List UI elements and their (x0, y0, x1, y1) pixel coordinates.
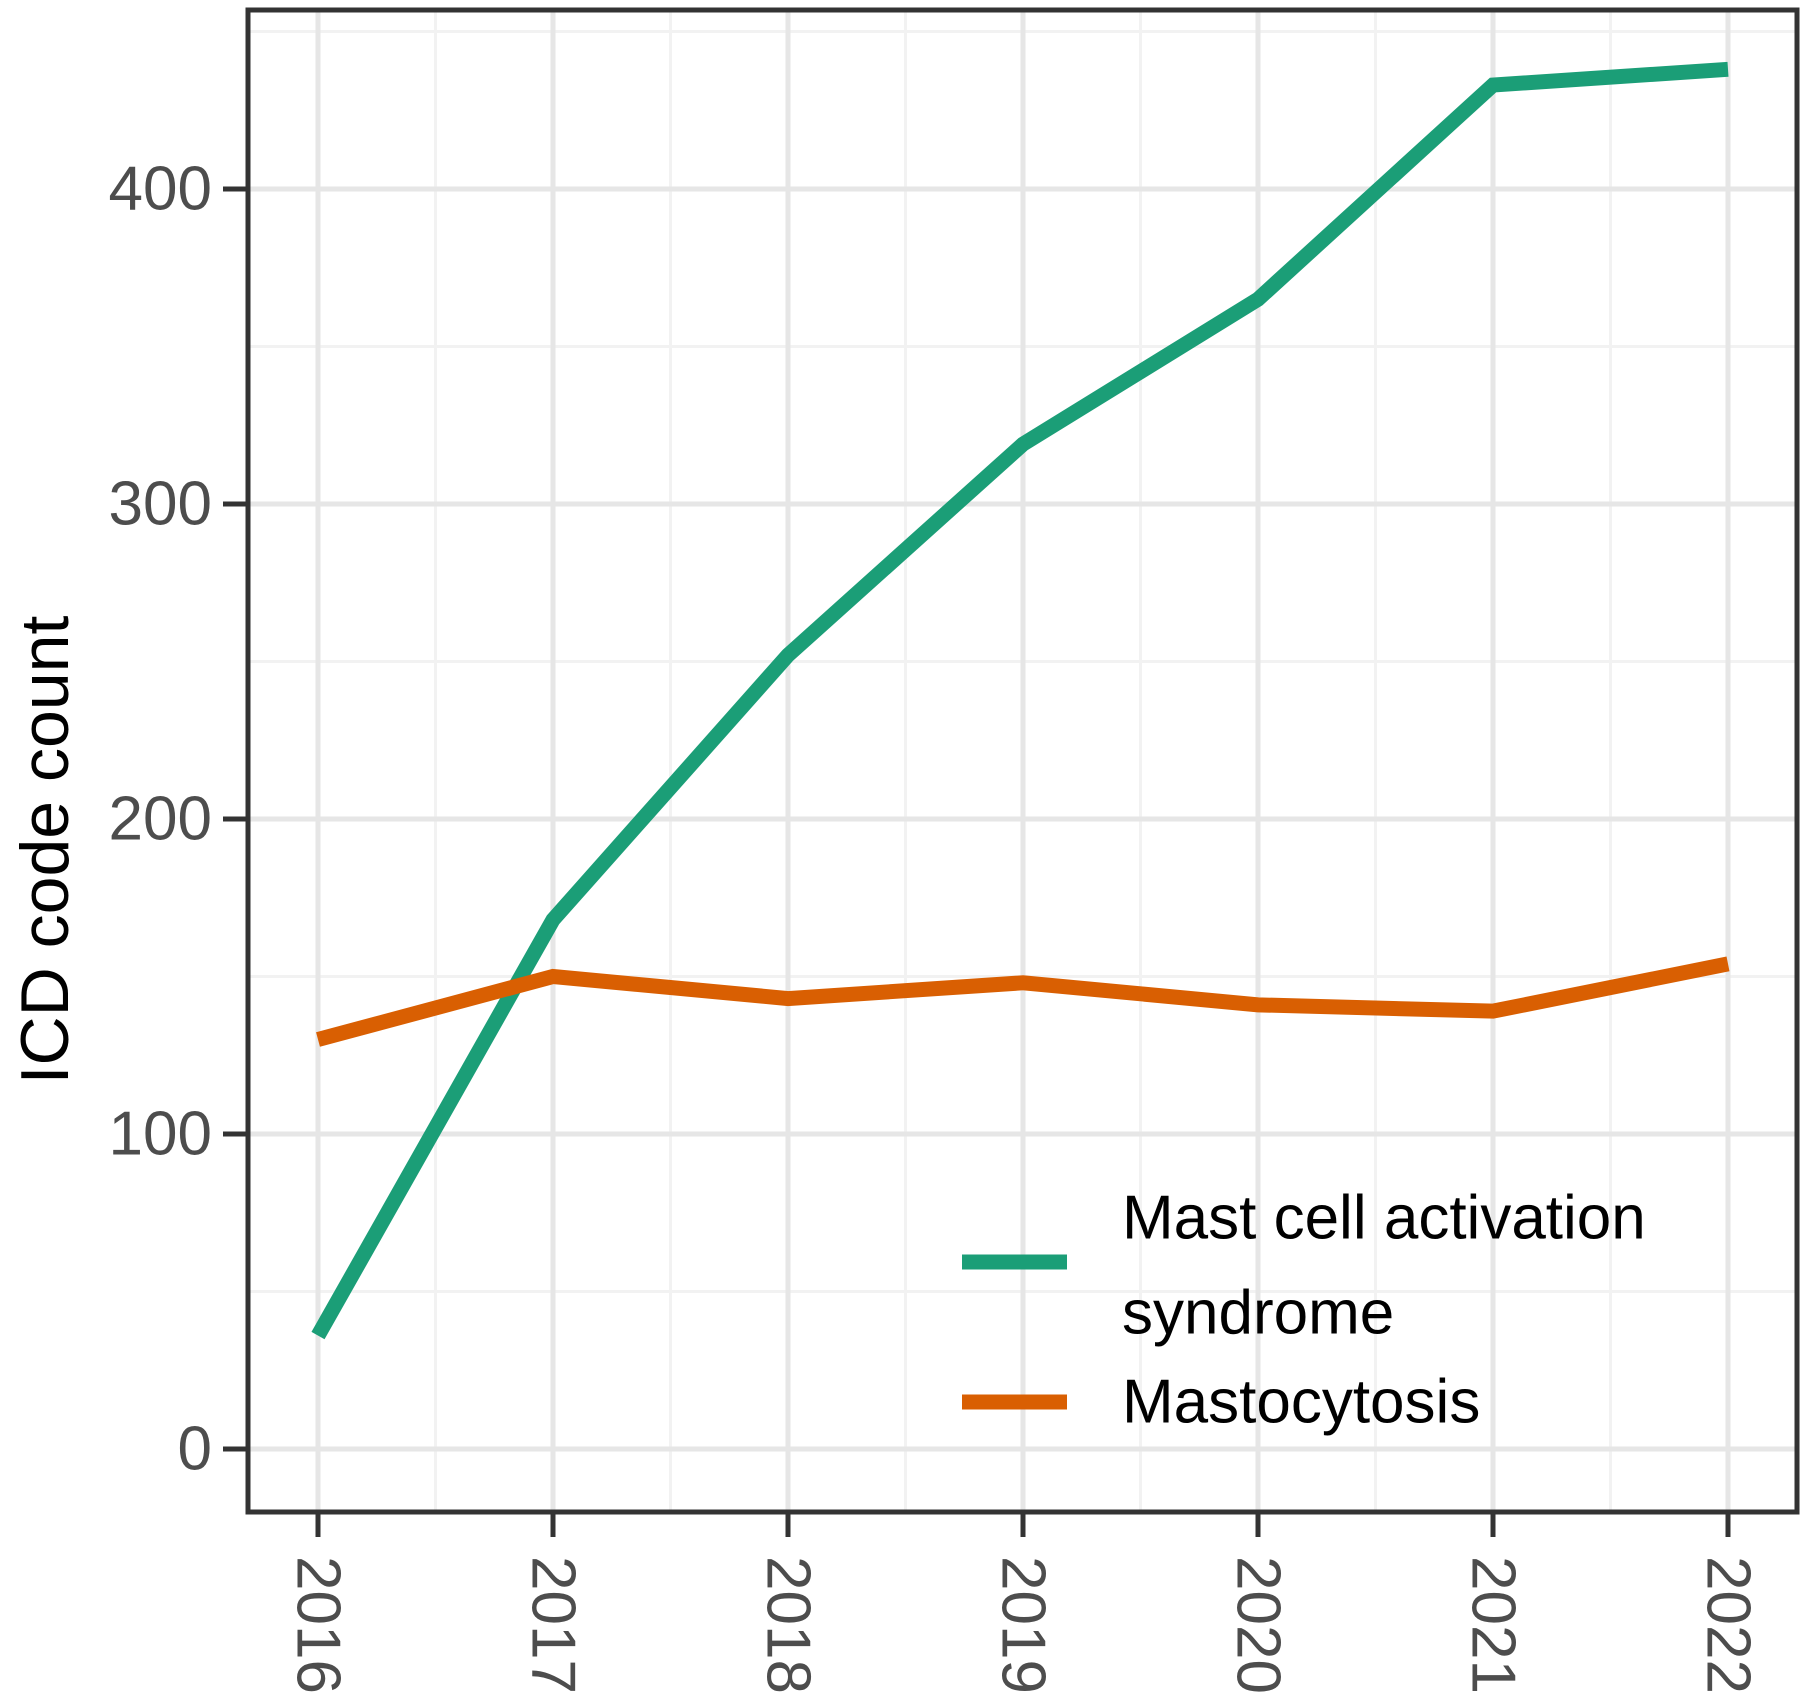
axis-tick-marks (223, 186, 1731, 1537)
y-tick-label-200: 200 (109, 785, 212, 854)
x-tick-label-2019: 2019 (989, 1556, 1058, 1694)
legend: Mast cell activation syndrome Mastocytos… (962, 1184, 1646, 1437)
y-tick-label-300: 300 (109, 470, 212, 539)
y-axis-title: ICD code count (7, 616, 83, 1085)
series-line-mastocytosis (316, 956, 1730, 1047)
x-tick-label-2017: 2017 (519, 1556, 588, 1694)
legend-label-mcas-line1: Mast cell activation (1122, 1184, 1646, 1253)
series-lines (311, 61, 1730, 1340)
x-tick-label-2016: 2016 (284, 1556, 353, 1694)
x-tick-label-2021: 2021 (1459, 1556, 1528, 1694)
x-tick-label-2020: 2020 (1224, 1556, 1293, 1694)
y-tick-label-0: 0 (178, 1415, 212, 1484)
x-tick-label-2018: 2018 (754, 1556, 823, 1694)
x-tick-label-2022: 2022 (1694, 1556, 1763, 1694)
series-line-mcas (311, 61, 1729, 1340)
gridlines-major (248, 10, 1797, 1512)
x-axis-tick-labels: 2016 2017 2018 2019 2020 2021 2022 (284, 1556, 1763, 1694)
legend-label-mcas-line2: syndrome (1122, 1279, 1394, 1348)
y-tick-label-100: 100 (109, 1100, 212, 1169)
y-axis-tick-labels: 0 100 200 300 400 (109, 155, 212, 1484)
y-tick-label-400: 400 (109, 155, 212, 224)
legend-label-mastocytosis: Mastocytosis (1122, 1368, 1480, 1437)
